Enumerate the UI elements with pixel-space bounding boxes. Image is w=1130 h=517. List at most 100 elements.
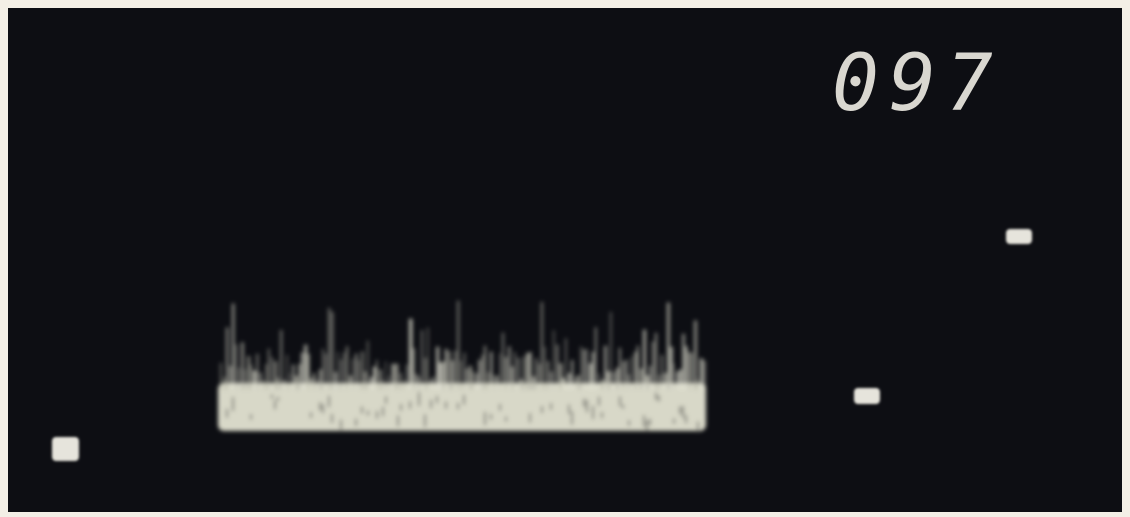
noise-spike xyxy=(538,363,541,390)
noise-spike xyxy=(346,346,349,390)
noise-spike xyxy=(274,361,278,390)
noise-gap xyxy=(232,397,234,411)
noise-spike xyxy=(502,332,504,390)
noise-gap xyxy=(322,404,324,414)
noise-spike xyxy=(436,346,440,390)
noise-spike xyxy=(247,356,251,390)
noise-spike xyxy=(352,358,354,390)
noise-spike xyxy=(514,352,516,390)
block-middle xyxy=(854,388,880,404)
noise-spike xyxy=(598,373,600,390)
noise-gap xyxy=(490,413,492,420)
noise-spike xyxy=(448,350,452,390)
noise-spike xyxy=(613,371,615,390)
noise-gap xyxy=(658,395,660,402)
noise-spike xyxy=(286,354,289,390)
noise-spike xyxy=(409,318,413,390)
noise-spike xyxy=(349,375,353,390)
noise-spike xyxy=(238,367,240,390)
noise-spike xyxy=(220,362,222,390)
noise-spike xyxy=(385,361,387,390)
noise-spike xyxy=(634,351,638,390)
noise-spike xyxy=(544,346,546,390)
noise-spike xyxy=(553,330,555,390)
noise-spike xyxy=(703,360,706,390)
noise-spike xyxy=(223,377,226,390)
noise-spike xyxy=(625,359,629,390)
noise-spike xyxy=(658,374,662,390)
noise-spike xyxy=(226,327,229,390)
noise-spike xyxy=(364,371,367,390)
noise-gap xyxy=(649,418,651,426)
noise-spike xyxy=(298,363,302,390)
noise-spike xyxy=(547,360,550,390)
noise-spike xyxy=(589,363,592,390)
noise-spike xyxy=(295,375,298,390)
noise-spike xyxy=(646,375,650,390)
noise-gap xyxy=(430,399,432,409)
noise-spike xyxy=(397,363,399,390)
noise-gap xyxy=(619,396,621,407)
noise-spike xyxy=(691,352,693,390)
noise-spike xyxy=(379,369,382,390)
noise-spike xyxy=(505,356,507,390)
noise-spike xyxy=(661,354,663,390)
noise-spike xyxy=(472,371,474,390)
noise-spike xyxy=(475,373,478,390)
noise-gap xyxy=(586,399,588,413)
noise-spike xyxy=(469,365,472,390)
noise-spike xyxy=(391,363,395,390)
noise-gap xyxy=(643,415,645,427)
noise-spike xyxy=(655,332,658,390)
noise-spike xyxy=(520,379,523,390)
noise-spike xyxy=(616,367,619,390)
noise-spike xyxy=(586,349,588,390)
noise-spike xyxy=(697,378,699,390)
noise-gap xyxy=(646,420,648,432)
noise-spike xyxy=(451,360,454,390)
noise-spike xyxy=(577,375,580,390)
noise-spike xyxy=(664,372,667,390)
noise-spike xyxy=(280,330,283,390)
noise-spike xyxy=(415,374,418,390)
noise-spike xyxy=(403,379,406,390)
noise-spike xyxy=(370,376,373,390)
noise-spike xyxy=(631,356,633,390)
noise-spike xyxy=(457,300,460,390)
noise-spike xyxy=(541,302,543,390)
noise-spike xyxy=(304,344,308,390)
noise-spike xyxy=(307,353,310,390)
noise-spike xyxy=(334,371,338,390)
noise-gap xyxy=(400,403,402,411)
noise-gap xyxy=(505,416,507,422)
noise-spike xyxy=(526,352,529,390)
noise-gap xyxy=(592,405,594,420)
noise-spike xyxy=(517,357,520,390)
noise-gap xyxy=(319,402,321,411)
noise-gap xyxy=(571,411,573,425)
noise-spike xyxy=(688,352,692,390)
noise-spike xyxy=(592,351,594,390)
noise-gap xyxy=(409,401,411,409)
noise-spike xyxy=(595,327,597,390)
noise-spike xyxy=(316,378,318,390)
noise-spike xyxy=(565,338,567,390)
noise-spike xyxy=(394,363,398,390)
noise-spike xyxy=(484,345,487,390)
noise-gap xyxy=(397,415,399,427)
noise-gap xyxy=(679,406,681,415)
noise-spike xyxy=(643,329,647,390)
noise-spike xyxy=(433,376,435,390)
noise-spike xyxy=(667,302,670,390)
noise-spike xyxy=(676,371,680,390)
noise-spike xyxy=(481,354,485,390)
noise-spike xyxy=(652,341,654,390)
noise-gap xyxy=(376,410,378,419)
band-body xyxy=(218,383,706,431)
noise-spike xyxy=(412,348,416,390)
noise-spike xyxy=(619,347,621,390)
noise-gap xyxy=(601,412,603,419)
noise-gap xyxy=(226,408,228,418)
